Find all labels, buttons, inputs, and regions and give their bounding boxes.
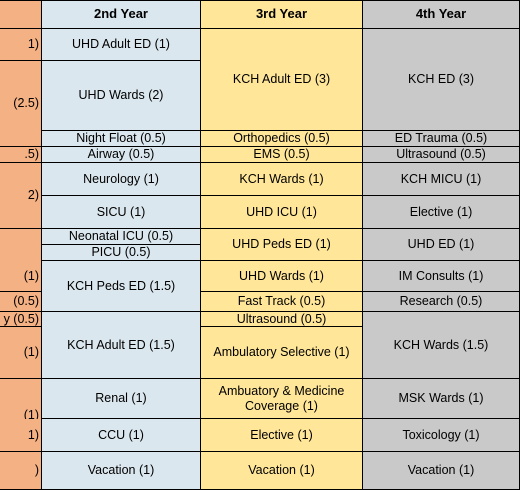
year1-cell: (1) bbox=[0, 261, 42, 292]
header-year-2: 2nd Year bbox=[42, 0, 201, 29]
year2-rotation: PICU (0.5) bbox=[42, 245, 201, 261]
year1-cell: ) bbox=[0, 452, 42, 490]
year1-cell: (2.5) bbox=[0, 61, 42, 147]
year4-rotation: KCH MICU (1) bbox=[363, 163, 520, 196]
year3-rotation: UHD Peds ED (1) bbox=[201, 229, 363, 261]
year3-rotation: KCH Wards (1) bbox=[201, 163, 363, 196]
year4-rotation: Ultrasound (0.5) bbox=[363, 147, 520, 163]
year3-rotation: Ambulatory Selective (1) bbox=[201, 327, 363, 379]
year4-rotation: Elective (1) bbox=[363, 196, 520, 229]
year2-rotation: Neonatal ICU (0.5) bbox=[42, 229, 201, 245]
year3-rotation: Fast Track (0.5) bbox=[201, 292, 363, 312]
year1-cell: y (0.5) bbox=[0, 312, 42, 327]
year4-rotation: Toxicology (1) bbox=[363, 419, 520, 452]
year3-rotation: Ambuatory & Medicine Coverage (1) bbox=[201, 379, 363, 419]
year1-cell-blank bbox=[0, 229, 42, 261]
year4-rotation: UHD ED (1) bbox=[363, 229, 520, 261]
year1-cell: 1) bbox=[0, 29, 42, 61]
header-year-4: 4th Year bbox=[363, 0, 520, 29]
year2-rotation: CCU (1) bbox=[42, 419, 201, 452]
year2-rotation: KCH Adult ED (1.5) bbox=[42, 312, 201, 379]
year4-rotation: Vacation (1) bbox=[363, 452, 520, 490]
year2-rotation: Renal (1) bbox=[42, 379, 201, 419]
year1-cell: .5) bbox=[0, 147, 42, 163]
year1-cell: (1) bbox=[0, 327, 42, 379]
year4-rotation: Research (0.5) bbox=[363, 292, 520, 312]
year2-rotation: Neurology (1) bbox=[42, 163, 201, 196]
year4-rotation: MSK Wards (1) bbox=[363, 379, 520, 419]
year4-rotation: IM Consults (1) bbox=[363, 261, 520, 292]
year3-rotation: UHD ICU (1) bbox=[201, 196, 363, 229]
year2-rotation: KCH Peds ED (1.5) bbox=[42, 261, 201, 312]
year1-cell: 2) bbox=[0, 163, 42, 229]
year2-rotation: UHD Adult ED (1) bbox=[42, 29, 201, 61]
header-year-1 bbox=[0, 0, 42, 29]
year3-rotation: Vacation (1) bbox=[201, 452, 363, 490]
year2-rotation: Night Float (0.5) bbox=[42, 131, 201, 147]
year3-rotation: Elective (1) bbox=[201, 419, 363, 452]
year4-rotation: ED Trauma (0.5) bbox=[363, 131, 520, 147]
year1-cell: 1) bbox=[0, 419, 42, 452]
year3-rotation: KCH Adult ED (3) bbox=[201, 29, 363, 131]
year4-rotation: KCH Wards (1.5) bbox=[363, 312, 520, 379]
year2-rotation: UHD Wards (2) bbox=[42, 61, 201, 131]
year2-rotation: Airway (0.5) bbox=[42, 147, 201, 163]
year3-rotation: Ultrasound (0.5) bbox=[201, 312, 363, 327]
year4-rotation: KCH ED (3) bbox=[363, 29, 520, 131]
header-year-3: 3rd Year bbox=[201, 0, 363, 29]
year3-rotation: EMS (0.5) bbox=[201, 147, 363, 163]
year2-rotation: Vacation (1) bbox=[42, 452, 201, 490]
year3-rotation: Orthopedics (0.5) bbox=[201, 131, 363, 147]
year3-rotation: UHD Wards (1) bbox=[201, 261, 363, 292]
year2-rotation: SICU (1) bbox=[42, 196, 201, 229]
year1-cell: (0.5) bbox=[0, 292, 42, 312]
